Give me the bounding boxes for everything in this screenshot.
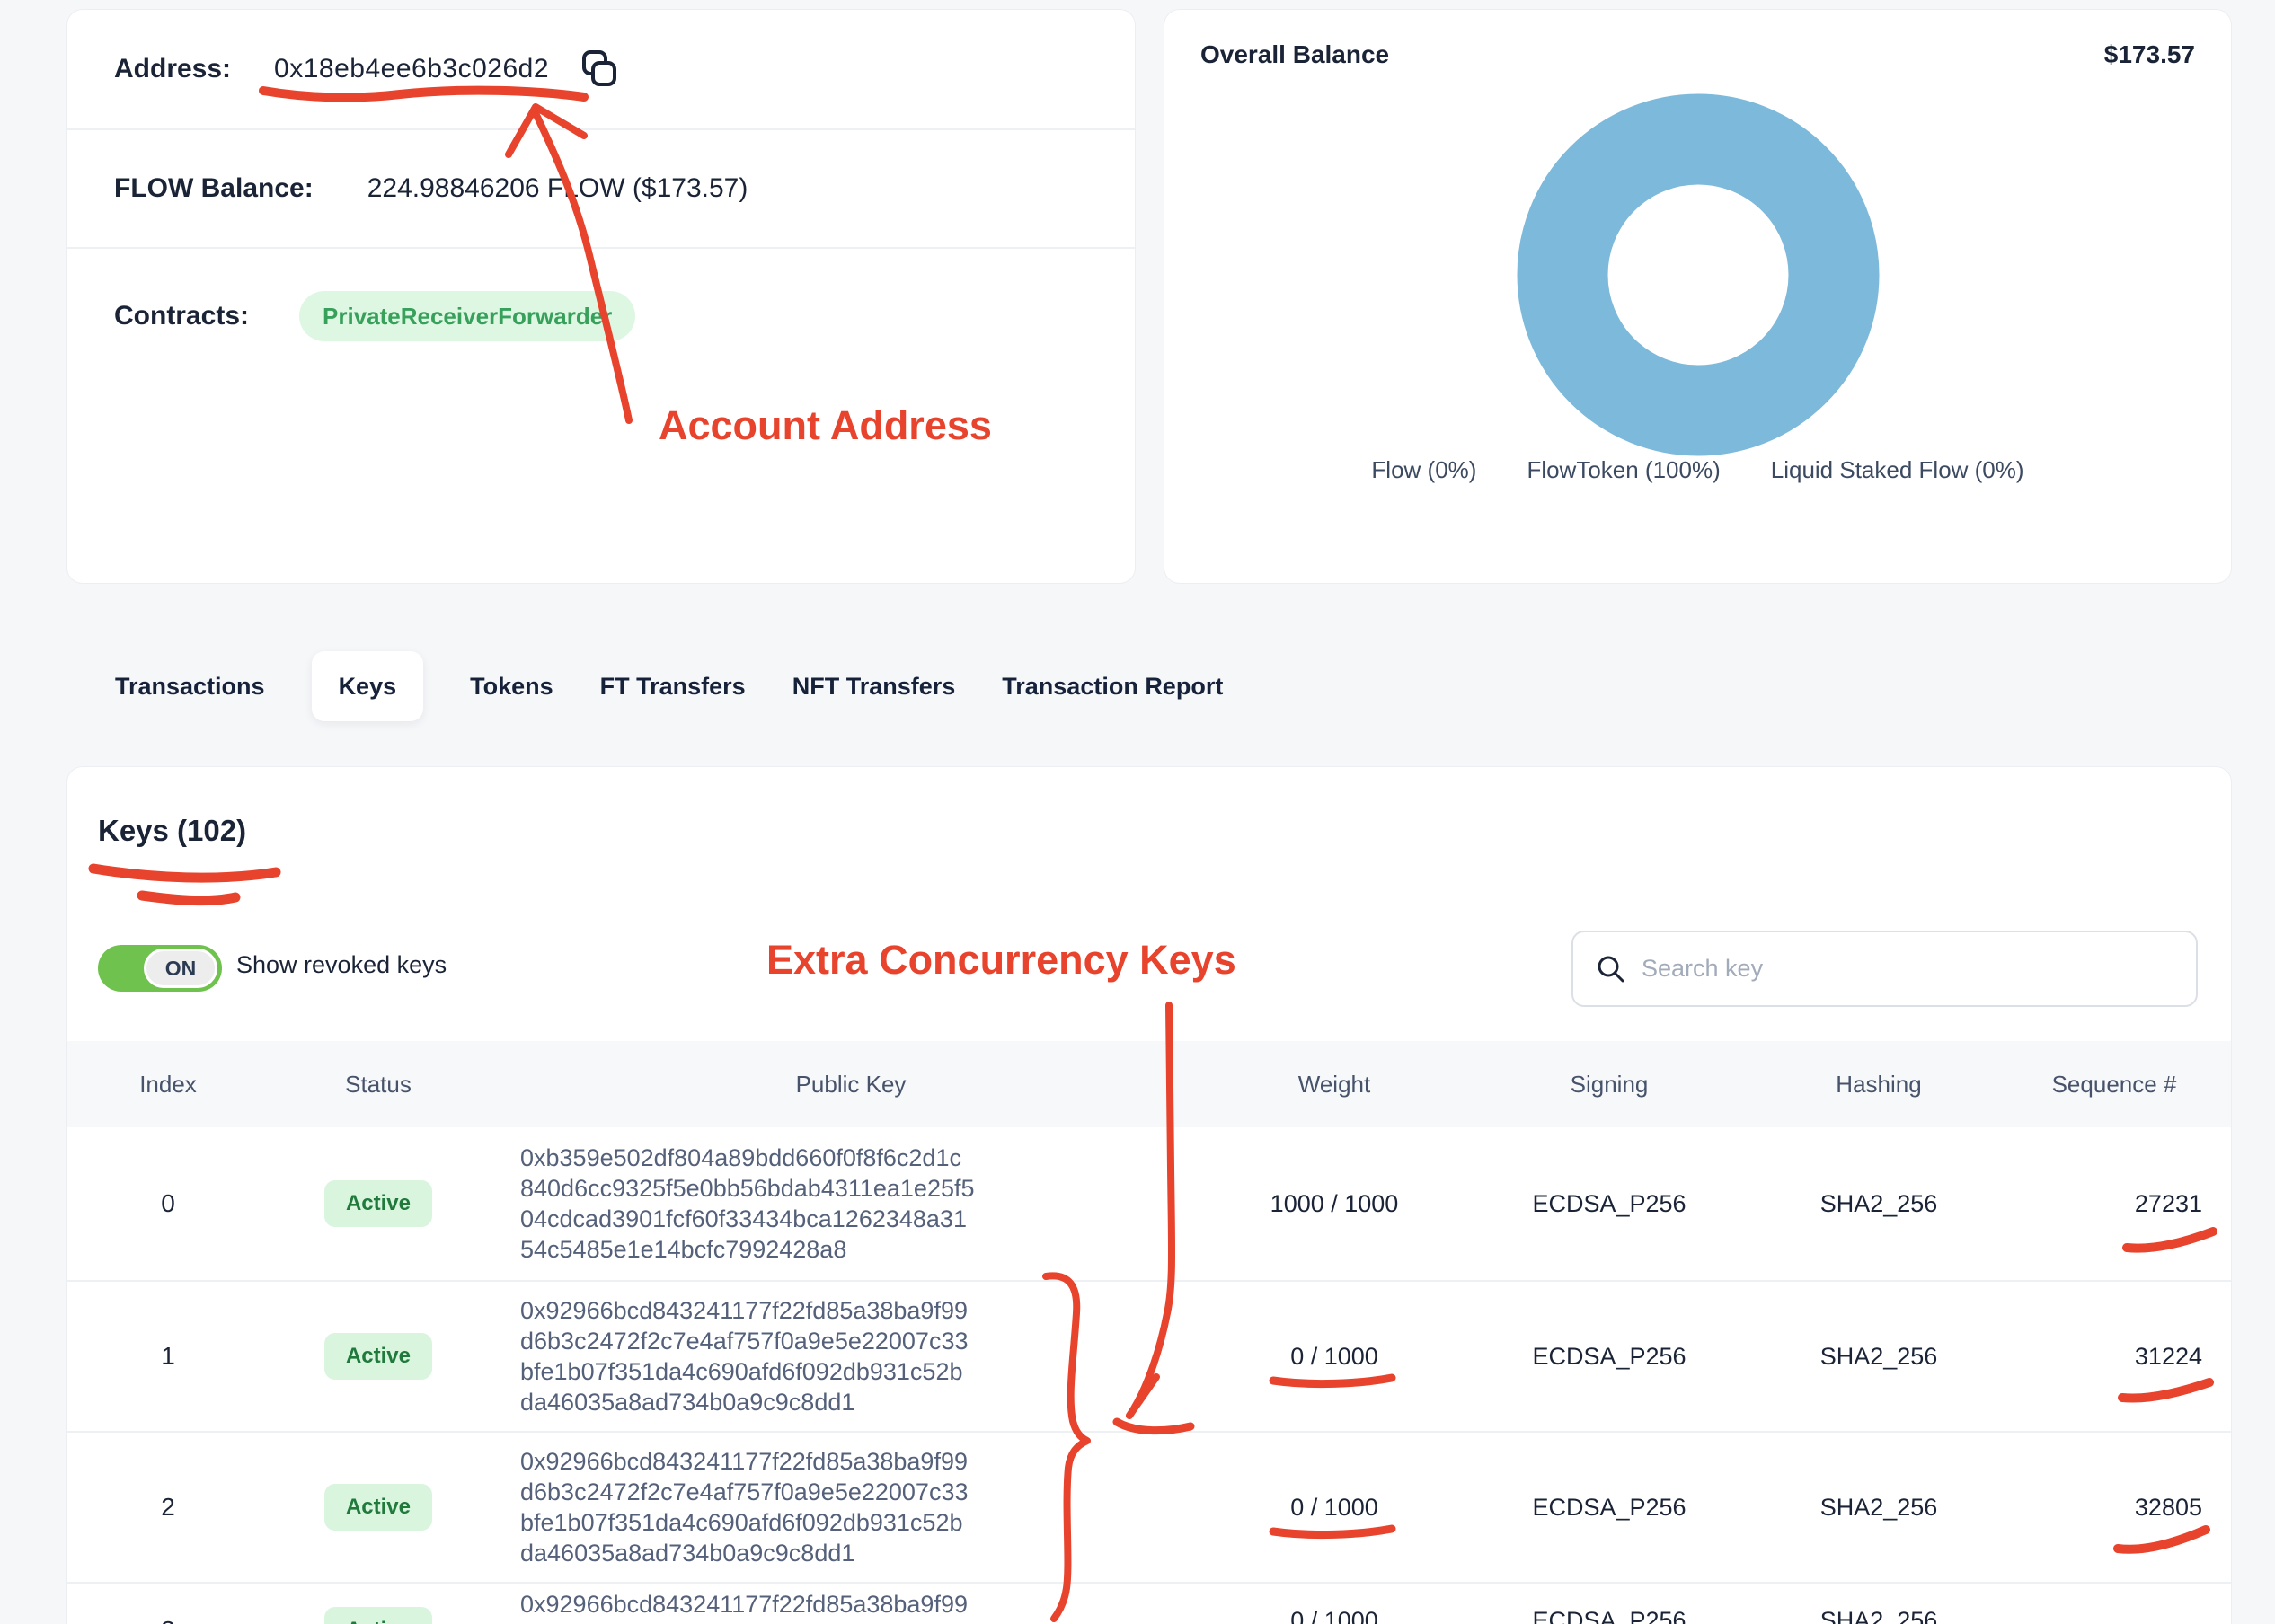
account-address-value: 0x18eb4ee6b3c026d2: [274, 54, 549, 84]
show-revoked-keys-toggle[interactable]: ON: [98, 945, 222, 992]
key-hashing: SHA2_256: [1819, 1342, 1938, 1370]
key-signing: ECDSA_P256: [1532, 1493, 1686, 1521]
key-index: 1: [161, 1342, 175, 1370]
key-signing: ECDSA_P256: [1532, 1342, 1686, 1370]
key-index: 0: [161, 1189, 175, 1217]
key-row-2: 2 Active 0x92966bcd843241177f22fd85a38ba9f…: [67, 1433, 2231, 1584]
search-key-box: [1571, 931, 2198, 1007]
key-weight: 0 / 1000: [1290, 1607, 1378, 1624]
public-key[interactable]: 0x92966bcd843241177f22fd85a38ba9f99 d6b3c…: [488, 1589, 1182, 1624]
tab-tokens[interactable]: Tokens: [470, 673, 553, 700]
public-key-line: d6b3c2472f2c7e4af757f0a9e5e22007c33: [520, 1478, 969, 1505]
public-key-line: 54c5485e1e14bcfc7992428a8: [520, 1236, 847, 1263]
public-key-line: 0xb359e502df804a89bdd660f0f8f6c2d1c: [520, 1144, 961, 1171]
contracts-list: PrivateReceiverForwarder: [249, 290, 636, 341]
key-row-1: 1 Active 0x92966bcd843241177f22fd85a38ba9f…: [67, 1282, 2231, 1433]
public-key[interactable]: 0x92966bcd843241177f22fd85a38ba9f99 d6b3c…: [488, 1446, 1182, 1568]
tab-keys[interactable]: Keys: [311, 651, 424, 721]
key-status-cell: Active: [269, 1607, 488, 1624]
keys-table-body: 0 Active 0xb359e502df804a89bdd660f0f8f6c2d…: [67, 1127, 2231, 1624]
show-revoked-keys-label: Show revoked keys: [236, 951, 447, 978]
public-key-line: d6b3c2472f2c7e4af757f0a9e5e22007c33: [520, 1620, 1182, 1624]
public-key-line: bfe1b07f351da4c690afd6f092db931c52b: [520, 1509, 963, 1536]
column-header-index: Index: [139, 1070, 197, 1098]
search-icon: [1598, 956, 1624, 982]
public-key-line: da46035a8ad734b0a9c9c8dd1: [520, 1389, 855, 1416]
tab-nft-transfers[interactable]: NFT Transfers: [792, 673, 956, 700]
public-key-line: bfe1b07f351da4c690afd6f092db931c52b: [520, 1358, 963, 1385]
public-key-line: 840d6cc9325f5e0bb56bdab4311ea1e25f5: [520, 1175, 975, 1202]
public-key-line: 0x92966bcd843241177f22fd85a38ba9f99: [520, 1297, 968, 1324]
key-sequence: 27231: [2134, 1189, 2202, 1217]
key-weight: 1000 / 1000: [1270, 1189, 1399, 1217]
key-hashing: SHA2_256: [1819, 1607, 1938, 1624]
flow-balance-value: 224.98846206 FLOW ($173.57): [367, 173, 748, 203]
contracts-label: Contracts:: [114, 301, 250, 331]
tab-transaction-report[interactable]: Transaction Report: [1002, 673, 1224, 700]
balance-total-usd: $173.57: [2103, 40, 2195, 68]
key-status-cell: Active: [269, 1333, 488, 1380]
key-sequence: 31224: [2134, 1342, 2202, 1370]
balance-donut-chart: [1517, 93, 1880, 456]
flow-balance-row: FLOW Balance: 224.98846206 FLOW ($173.57…: [67, 130, 1135, 249]
key-signing: ECDSA_P256: [1532, 1189, 1686, 1217]
column-header-hashing: Hashing: [1836, 1070, 1922, 1098]
donut-ring-flowtoken: [1517, 93, 1880, 456]
key-weight: 0 / 1000: [1290, 1493, 1378, 1521]
column-header-status: Status: [345, 1070, 412, 1098]
column-header-sequence-: Sequence #: [2051, 1070, 2177, 1098]
keys-panel-card: Keys (102) ON Show revoked keys Index Sta…: [66, 766, 2232, 1624]
key-signing: ECDSA_P256: [1532, 1607, 1686, 1624]
status-badge: Active: [323, 1180, 433, 1227]
tab-ft-transfers[interactable]: FT Transfers: [599, 673, 746, 700]
copy-icon: [582, 50, 616, 86]
status-badge: Active: [323, 1607, 433, 1624]
legend-item: FlowToken (100%): [1527, 456, 1721, 483]
keys-section-title: Keys (102): [98, 814, 247, 847]
column-header-signing: Signing: [1570, 1070, 1649, 1098]
status-badge: Active: [323, 1484, 433, 1531]
column-header-weight: Weight: [1297, 1070, 1371, 1098]
contracts-row: Contracts: PrivateReceiverForwarder: [67, 249, 1135, 341]
key-index: 3: [67, 1616, 269, 1624]
legend-item: Flow (0%): [1371, 456, 1477, 483]
account-info-card: Address: 0x18eb4ee6b3c026d2 FLOW Balance…: [66, 9, 1136, 584]
public-key-line: da46035a8ad734b0a9c9c8dd1: [520, 1540, 855, 1567]
public-key-line: 04cdcad3901fcf60f33434bca1262348a31: [520, 1205, 967, 1232]
toggle-knob[interactable]: ON: [144, 949, 217, 988]
key-row-3: 3 Active 0x92966bcd843241177f22fd85a38ba9f…: [67, 1584, 2231, 1624]
tab-transactions[interactable]: Transactions: [115, 673, 265, 700]
flow-balance-label: FLOW Balance:: [114, 173, 314, 203]
key-status-cell: Active: [269, 1484, 488, 1531]
key-row-0: 0 Active 0xb359e502df804a89bdd660f0f8f6c2d…: [67, 1127, 2231, 1282]
key-weight: 0 / 1000: [1290, 1342, 1378, 1370]
key-index: 2: [161, 1493, 175, 1521]
address-label: Address:: [114, 54, 232, 84]
keys-table-header: Index Status Public Key Weight Signing Hashin…: [67, 1041, 2231, 1127]
contract-badge[interactable]: PrivateReceiverForwarder: [299, 290, 636, 341]
key-hashing: SHA2_256: [1819, 1493, 1938, 1521]
public-key[interactable]: 0x92966bcd843241177f22fd85a38ba9f99 d6b3c…: [488, 1295, 1182, 1417]
public-key-line: 0x92966bcd843241177f22fd85a38ba9f99: [520, 1591, 968, 1618]
key-hashing: SHA2_256: [1819, 1189, 1938, 1217]
legend-item: Liquid Staked Flow (0%): [1770, 456, 2024, 483]
donut-legend: Flow (0%) FlowToken (100%) Liquid Staked F…: [1164, 456, 2231, 484]
status-badge: Active: [323, 1333, 433, 1380]
column-header-public-key: Public Key: [795, 1070, 907, 1098]
account-tabs: Transactions Keys Tokens FT Transfers NFT Tr…: [115, 651, 1223, 721]
address-row: Address: 0x18eb4ee6b3c026d2: [67, 10, 1135, 130]
public-key-line: 0x92966bcd843241177f22fd85a38ba9f99: [520, 1448, 968, 1475]
overall-balance-card: Overall Balance $173.57 Flow (0%) FlowTok…: [1164, 9, 2232, 584]
copy-address-button[interactable]: [581, 49, 619, 89]
public-key-line: d6b3c2472f2c7e4af757f0a9e5e22007c33: [520, 1328, 969, 1355]
public-key[interactable]: 0xb359e502df804a89bdd660f0f8f6c2d1c 840d6…: [488, 1143, 1182, 1265]
balance-card-title: Overall Balance: [1200, 40, 1390, 68]
key-sequence: 32805: [2134, 1493, 2202, 1521]
key-status-cell: Active: [269, 1180, 488, 1227]
balance-card-header: Overall Balance $173.57: [1164, 10, 2231, 69]
search-key-input[interactable]: [1640, 954, 2196, 984]
